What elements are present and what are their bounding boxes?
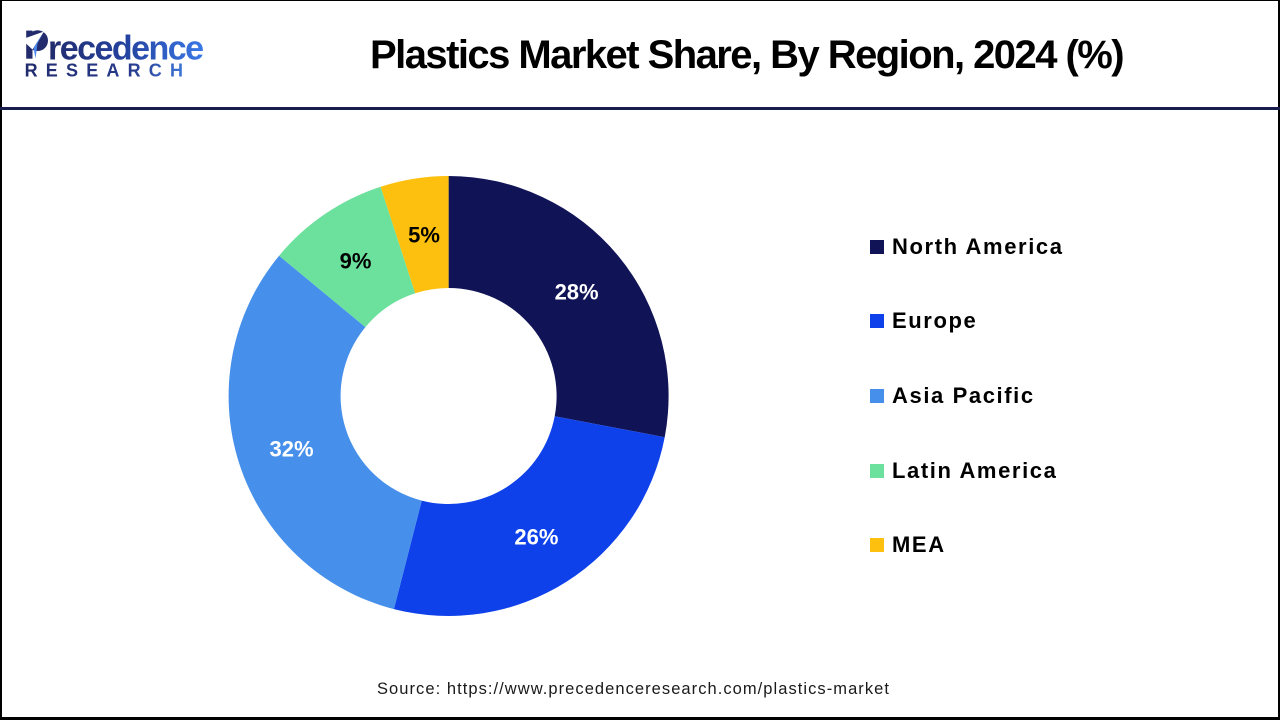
svg-text:5%: 5% [408, 223, 440, 248]
svg-text:RESEARCH: RESEARCH [25, 61, 192, 81]
svg-text:28%: 28% [555, 280, 599, 305]
svg-text:recedence: recedence [48, 30, 204, 68]
svg-text:9%: 9% [340, 249, 372, 274]
svg-text:32%: 32% [269, 437, 313, 462]
svg-text:26%: 26% [514, 525, 558, 550]
